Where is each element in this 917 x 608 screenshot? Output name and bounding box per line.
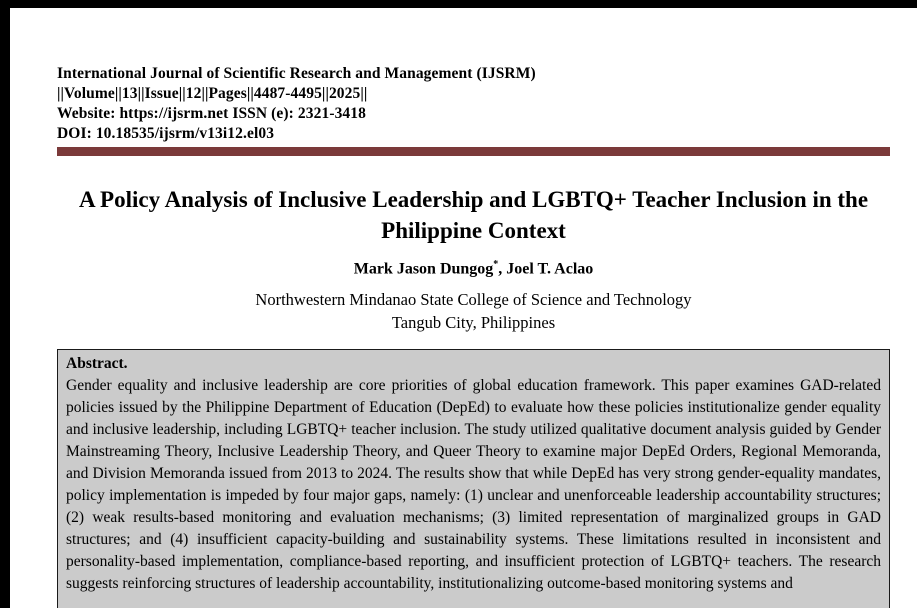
journal-header: International Journal of Scientific Rese… — [57, 64, 890, 144]
abstract-label: Abstract. — [66, 355, 128, 373]
page-edge-left — [0, 0, 10, 608]
paper-page: International Journal of Scientific Rese… — [10, 8, 917, 608]
affiliation: Northwestern Mindanao State College of S… — [57, 288, 890, 334]
paper-title: A Policy Analysis of Inclusive Leadershi… — [78, 187, 869, 243]
author-second: , Joel T. Aclao — [498, 260, 594, 278]
header-rule — [57, 147, 890, 156]
author-asterisk: * — [493, 259, 499, 270]
abstract-box: Abstract. Gender equality and inclusive … — [57, 349, 890, 608]
authors-line: Mark Jason Dungog*, Joel T. Aclao — [57, 254, 890, 280]
abstract-body: Gender equality and inclusive leadership… — [66, 377, 881, 593]
volume-issue-line: ||Volume||13||Issue||12||Pages||4487-449… — [57, 85, 368, 102]
author-first: Mark Jason Dungog — [353, 260, 494, 278]
journal-name: International Journal of Scientific Rese… — [57, 65, 536, 82]
affiliation-location: Tangub City, Philippines — [391, 313, 556, 333]
doi-line: DOI: 10.18535/ijsrm/v13i12.el03 — [57, 125, 275, 142]
affiliation-institution: Northwestern Mindanao State College of S… — [255, 290, 692, 310]
website-issn-line: Website: https://ijsrm.net ISSN (e): 232… — [57, 105, 366, 122]
page-edge-top — [0, 0, 917, 8]
